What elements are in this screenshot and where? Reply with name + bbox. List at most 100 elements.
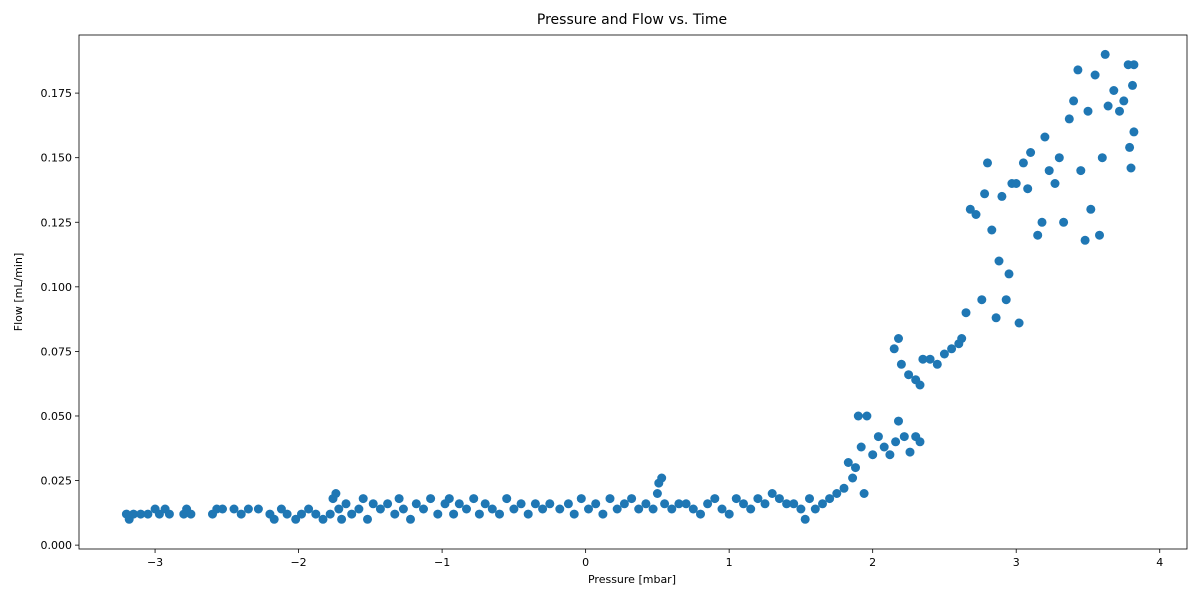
data-point <box>885 450 895 460</box>
x-tick-label: 3 <box>1013 556 1020 569</box>
data-point <box>851 463 860 473</box>
data-point <box>480 499 490 509</box>
x-tick-label: 0 <box>582 556 589 569</box>
data-point <box>789 499 799 509</box>
data-point <box>569 509 579 519</box>
data-point <box>243 504 253 514</box>
data-point <box>1129 60 1139 70</box>
data-point <box>825 494 835 504</box>
data-point <box>1103 101 1113 111</box>
x-axis-label: Pressure [mbar] <box>588 573 676 586</box>
data-point <box>129 509 138 519</box>
data-point <box>1037 217 1047 227</box>
data-point <box>1086 204 1096 214</box>
data-point <box>1054 153 1064 163</box>
y-tick-label: 0.125 <box>41 216 73 229</box>
data-point <box>1076 166 1086 176</box>
data-point <box>925 354 935 364</box>
data-point <box>862 411 872 421</box>
data-point <box>1109 86 1119 95</box>
data-point <box>947 344 957 354</box>
data-point <box>334 504 344 514</box>
data-point <box>760 499 770 509</box>
y-tick-label: 0.000 <box>41 539 73 552</box>
data-point <box>957 334 967 343</box>
data-point <box>896 359 906 369</box>
y-tick-label: 0.050 <box>41 410 73 423</box>
y-axis-ticks: 0.000 0.025 0.050 0.075 0.100 0.125 0.150 0.175 <box>41 87 79 552</box>
data-point <box>994 256 1004 266</box>
data-point <box>657 473 667 483</box>
data-point <box>1033 230 1043 240</box>
data-point <box>703 499 713 509</box>
data-point <box>368 499 378 509</box>
plot-area-frame <box>78 34 1188 550</box>
data-point <box>641 499 651 509</box>
data-point <box>406 514 415 524</box>
data-point <box>394 494 404 504</box>
data-point <box>605 494 615 504</box>
data-point <box>449 509 459 519</box>
data-point <box>584 504 593 514</box>
data-point <box>538 504 548 514</box>
data-point <box>939 349 949 359</box>
data-point <box>681 499 691 509</box>
data-point <box>516 499 526 509</box>
data-point <box>891 437 901 447</box>
data-point <box>383 499 393 509</box>
data-point <box>774 494 784 504</box>
data-point <box>462 504 471 514</box>
data-point <box>1126 163 1136 173</box>
x-tick-label: −2 <box>290 556 306 569</box>
data-point <box>426 494 436 504</box>
x-tick-label: −3 <box>147 556 163 569</box>
data-point <box>904 370 914 380</box>
data-point <box>894 334 903 343</box>
data-point <box>375 504 385 514</box>
data-point <box>796 504 806 514</box>
y-tick-label: 0.075 <box>41 345 73 358</box>
data-point <box>419 504 428 514</box>
data-point <box>843 458 853 467</box>
data-point <box>932 359 942 369</box>
data-point <box>648 504 658 514</box>
data-point <box>612 504 622 514</box>
y-tick-label: 0.025 <box>41 475 73 488</box>
data-points <box>121 49 1139 524</box>
data-point <box>746 504 756 514</box>
data-point <box>660 499 670 509</box>
data-point <box>282 509 292 519</box>
data-point <box>971 210 981 219</box>
x-tick-label: 1 <box>726 556 733 569</box>
data-point <box>347 509 357 519</box>
data-point <box>868 450 878 460</box>
data-point <box>1040 132 1050 142</box>
data-point <box>1059 217 1069 227</box>
data-point <box>1129 127 1139 137</box>
data-point <box>1128 80 1137 90</box>
data-point <box>502 494 512 504</box>
data-point <box>555 504 565 514</box>
data-point <box>218 504 227 514</box>
data-point <box>1023 184 1033 194</box>
data-point <box>717 504 727 514</box>
data-point <box>164 509 174 519</box>
data-point <box>390 509 400 519</box>
data-point <box>358 494 368 504</box>
data-point <box>997 191 1007 201</box>
data-point <box>710 494 720 504</box>
data-point <box>1080 235 1090 245</box>
data-point <box>724 509 734 519</box>
data-point <box>1014 318 1024 328</box>
data-point <box>965 204 975 214</box>
data-point <box>767 489 777 498</box>
data-point <box>856 442 866 452</box>
data-point <box>411 499 421 509</box>
data-point <box>1004 269 1014 279</box>
data-point <box>873 432 883 442</box>
data-point <box>987 225 997 235</box>
data-point <box>363 514 372 524</box>
data-point <box>1100 49 1110 59</box>
data-point <box>915 380 925 390</box>
